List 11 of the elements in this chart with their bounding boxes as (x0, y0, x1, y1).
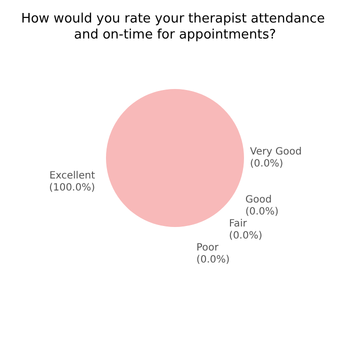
category-label: Very Good (250, 146, 302, 158)
data-label: (100.0%) (49, 182, 96, 194)
text: (0.0%) (229, 230, 262, 242)
category-label: Poor (196, 242, 218, 254)
category-label: Good (245, 194, 272, 206)
text: (0.0%) (245, 206, 279, 218)
slice-label: Excellent (49, 170, 96, 182)
text: (0.0%) (196, 254, 230, 266)
text: (0.0%) (250, 158, 284, 170)
chart-title: How would you rate your therapist attendance and on-time for appointments? (21, 12, 329, 42)
category-label: Fair (229, 218, 247, 230)
